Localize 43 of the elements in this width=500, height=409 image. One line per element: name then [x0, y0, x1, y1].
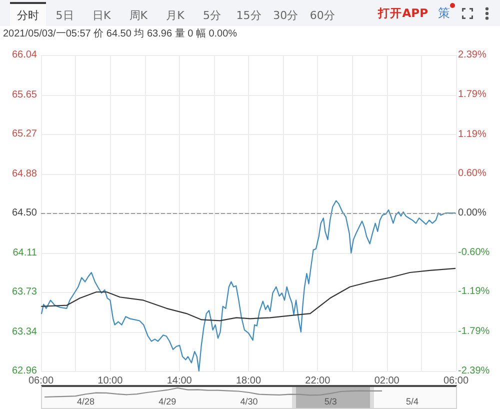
text: 月K — [166, 9, 184, 22]
y2-tick-label: 0.00% — [458, 208, 486, 218]
y-tick-label: 62.96 — [12, 366, 38, 376]
y-tick-label: 64.50 — [12, 208, 38, 218]
y-tick-label: 65.27 — [12, 128, 38, 140]
y-tick-label: 63.34 — [12, 326, 38, 338]
y-tick-label: 64.88 — [12, 168, 38, 180]
x-tick-label: 06:00 — [28, 376, 54, 386]
y2-tick-label: -1.79% — [458, 326, 490, 337]
text: 60分 — [310, 9, 335, 22]
text: 5日 — [56, 9, 74, 22]
text: 15分 — [236, 9, 262, 22]
line-series — [41, 268, 456, 322]
y2-tick-label: 1.19% — [458, 128, 486, 140]
x-tick-label: 4/30 — [240, 396, 258, 406]
y2-tick-label: -0.60% — [458, 247, 490, 258]
y-tick-label: 66.04 — [12, 50, 38, 60]
x-tick-label: 22:00 — [305, 376, 331, 386]
text: 策 — [438, 6, 450, 20]
text: 打开APP — [378, 6, 428, 20]
x-tick-label: 5/3 — [324, 396, 337, 406]
x-tick-label: 18:00 — [236, 376, 262, 386]
y-tick-label: 65.65 — [12, 90, 38, 101]
text: 周K — [129, 9, 148, 22]
x-tick-label: 5/4 — [406, 396, 418, 406]
y-tick-label: 64.11 — [12, 248, 38, 259]
chart-title: 2021/05/03/一05:57 价 64.50 均 63.96 量 0 幅 0.00% — [3, 28, 238, 40]
x-tick-label: 4/28 — [77, 396, 95, 406]
y2-tick-label: 2.39% — [458, 50, 486, 60]
x-tick-label: 14:00 — [166, 376, 192, 386]
y2-tick-label: -2.39% — [458, 366, 490, 376]
text: 5分 — [203, 9, 221, 22]
x-tick-label: 06:00 — [443, 376, 469, 386]
x-tick-label: 10:00 — [98, 376, 124, 386]
y-tick-label: 63.73 — [12, 286, 38, 298]
text: 30分 — [273, 9, 298, 22]
y2-tick-label: 1.79% — [458, 89, 486, 100]
x-tick-label: 02:00 — [374, 376, 400, 386]
y2-tick-label: -1.19% — [458, 286, 490, 298]
text: 分时 — [17, 9, 39, 22]
text: 日K — [92, 9, 111, 22]
x-tick-label: 4/29 — [158, 396, 176, 406]
y2-tick-label: 0.60% — [458, 168, 486, 179]
